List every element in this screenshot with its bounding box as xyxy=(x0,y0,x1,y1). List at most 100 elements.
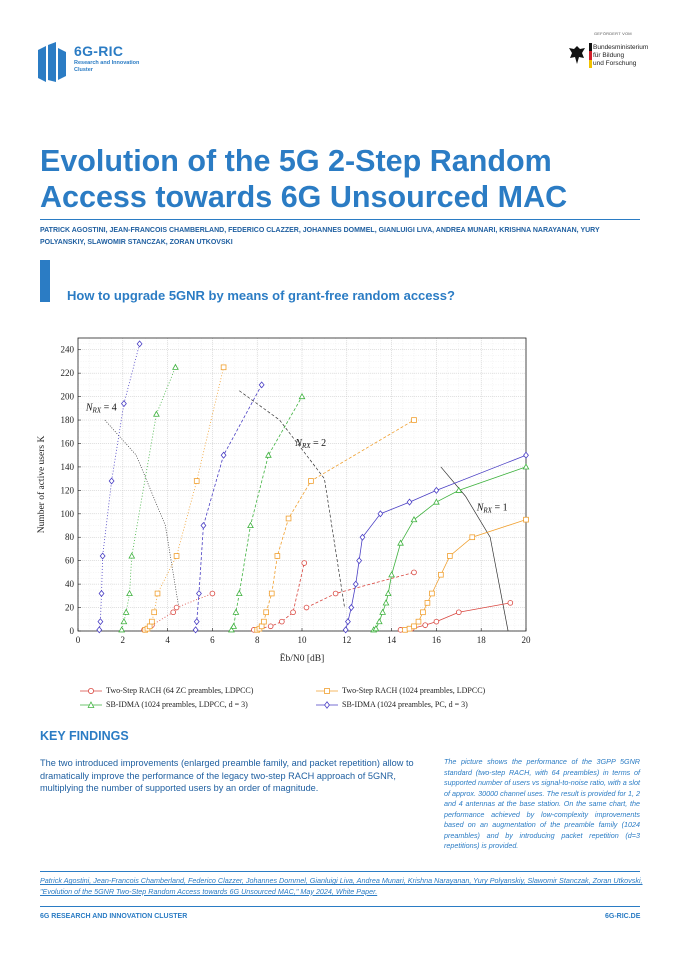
data-point xyxy=(136,340,143,348)
data-point xyxy=(420,609,426,616)
antenna-boundary-curve xyxy=(104,419,180,608)
data-point xyxy=(372,625,380,632)
sponsor-small-text: GEFÖRDERT VOM xyxy=(594,31,632,36)
data-point xyxy=(258,623,265,630)
data-point xyxy=(220,364,227,371)
citation-divider xyxy=(40,871,640,872)
data-point xyxy=(228,626,235,633)
data-point xyxy=(173,553,180,559)
data-point xyxy=(352,580,359,588)
y-tick-label: 40 xyxy=(65,579,75,589)
data-point xyxy=(128,552,136,559)
data-point xyxy=(424,600,431,606)
data-point xyxy=(172,363,179,370)
data-point xyxy=(235,589,243,596)
series-line xyxy=(195,384,263,630)
data-point xyxy=(308,478,314,484)
sponsor-name: Bundesministerium für Bildung und Forsch… xyxy=(593,44,663,68)
data-point xyxy=(377,510,384,518)
citation-link[interactable]: Patrick Agostini, Jean-Francois Chamberl… xyxy=(40,876,643,896)
data-point xyxy=(301,560,308,566)
section-subtitle: How to upgrade 5GNR by means of grant-fr… xyxy=(67,288,455,303)
antenna-boundary-curve xyxy=(440,466,509,632)
data-point xyxy=(263,609,269,616)
data-point xyxy=(406,625,413,632)
antenna-boundary-curve xyxy=(239,390,345,608)
data-point xyxy=(382,599,390,606)
series-line xyxy=(145,367,224,631)
data-point xyxy=(447,553,453,559)
y-tick-label: 160 xyxy=(61,438,75,448)
x-tick-label: 20 xyxy=(522,635,532,645)
data-point xyxy=(193,618,200,626)
data-point xyxy=(411,623,417,630)
author-list: PATRICK AGOSTINI, JEAN-FRANCOIS CHAMBERL… xyxy=(40,227,600,246)
data-point xyxy=(258,381,265,389)
data-point xyxy=(122,608,130,615)
legend-label: Two-Step RACH (64 ZC preambles, LDPCC) xyxy=(106,686,254,695)
legend-item-sbidma-ldpcc: SB-IDMA (1024 preambles, LDPCC, d = 3) xyxy=(80,700,248,709)
legend-label: SB-IDMA (1024 preambles, LDPCC, d = 3) xyxy=(106,700,248,709)
x-tick-label: 10 xyxy=(298,635,308,645)
series-line xyxy=(257,419,415,631)
legend-item-sbidma-pc: SB-IDMA (1024 preambles, PC, d = 3) xyxy=(316,700,468,709)
data-point xyxy=(265,451,272,458)
data-point xyxy=(285,515,292,522)
data-point xyxy=(154,590,161,597)
footer-organization: 6G RESEARCH AND INNOVATION CLUSTER xyxy=(40,913,188,920)
data-point xyxy=(522,463,530,470)
logo-subtitle: Research and Innovation Cluster xyxy=(74,60,140,73)
x-tick-label: 6 xyxy=(210,635,215,645)
rx-annotation: NRX = 4 xyxy=(85,403,117,415)
data-point xyxy=(410,516,418,523)
data-point xyxy=(126,589,133,596)
legend-label: SB-IDMA (1024 preambles, PC, d = 3) xyxy=(342,700,468,709)
6g-ric-logo-icon xyxy=(38,42,66,82)
y-tick-label: 240 xyxy=(61,345,75,355)
data-point xyxy=(170,609,177,616)
data-point xyxy=(200,521,207,530)
data-point xyxy=(332,590,339,597)
data-point xyxy=(433,498,440,505)
chart-legend: Two-Step RACH (64 ZC preambles, LDPCC) T… xyxy=(80,686,560,716)
series-line xyxy=(98,343,140,630)
x-tick-label: 16 xyxy=(432,635,442,645)
data-point xyxy=(268,590,275,597)
data-point xyxy=(99,552,106,560)
data-point xyxy=(108,477,115,485)
data-point xyxy=(146,623,153,630)
performance-chart: 0 2 4 6 8 10 12 14 16 18 2002040608010012014016018… xyxy=(36,337,532,664)
data-point xyxy=(438,571,444,578)
series-line xyxy=(253,562,305,631)
sponsor-line: für Bildung xyxy=(593,52,625,59)
footer-website-link[interactable]: 6G-RIC.DE xyxy=(605,913,641,920)
x-axis-label: Ēb/N0 [dB] xyxy=(280,653,325,664)
rx-annotation: NRX = 1 xyxy=(476,502,508,514)
series-line xyxy=(176,593,213,608)
sponsor-line: Bundesministerium xyxy=(593,44,649,51)
data-point xyxy=(149,618,155,625)
x-tick-label: 4 xyxy=(165,635,170,645)
x-tick-label: 14 xyxy=(387,635,397,645)
data-point xyxy=(433,486,440,494)
data-point xyxy=(411,569,417,576)
data-point xyxy=(196,589,202,598)
y-tick-label: 80 xyxy=(65,532,75,542)
y-axis-label: Number of active users K xyxy=(36,436,47,534)
y-tick-label: 120 xyxy=(61,485,75,495)
data-point xyxy=(247,521,254,529)
title-divider xyxy=(40,219,640,220)
data-point xyxy=(220,451,227,459)
data-point xyxy=(397,627,404,633)
section-accent-bar xyxy=(40,260,50,302)
y-tick-label: 140 xyxy=(61,462,75,472)
data-point xyxy=(523,516,529,523)
data-point xyxy=(375,617,383,625)
data-point xyxy=(384,589,392,596)
data-point xyxy=(230,622,238,629)
data-point xyxy=(406,498,413,506)
series-line xyxy=(306,572,415,608)
data-point xyxy=(173,604,180,611)
data-point xyxy=(348,604,355,612)
data-point xyxy=(298,392,306,400)
